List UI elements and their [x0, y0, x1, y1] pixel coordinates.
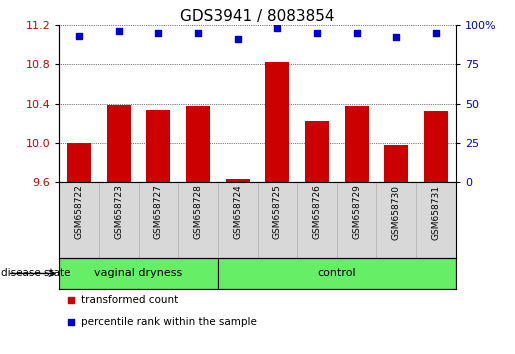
Text: disease state: disease state — [1, 268, 70, 279]
Bar — [226, 179, 250, 182]
Bar — [218, 258, 456, 289]
Text: control: control — [317, 268, 356, 279]
Text: GSM658729: GSM658729 — [352, 184, 361, 239]
Bar — [59, 258, 218, 289]
Bar — [146, 110, 170, 182]
Point — [234, 36, 242, 42]
Point — [432, 30, 440, 35]
Bar — [218, 182, 258, 258]
Bar — [384, 145, 408, 182]
Bar — [67, 143, 91, 182]
Point — [362, 40, 370, 45]
Text: GSM658723: GSM658723 — [114, 184, 123, 239]
Point — [114, 28, 123, 34]
Bar — [139, 182, 178, 258]
Title: GDS3941 / 8083854: GDS3941 / 8083854 — [180, 8, 335, 24]
Bar — [337, 182, 376, 258]
Point — [362, 239, 370, 245]
Point — [352, 30, 360, 35]
Text: GSM658731: GSM658731 — [432, 184, 440, 240]
Text: transformed count: transformed count — [81, 295, 178, 305]
Bar — [258, 182, 297, 258]
Bar — [424, 112, 448, 182]
Text: GSM658725: GSM658725 — [273, 184, 282, 239]
Text: GSM658722: GSM658722 — [75, 184, 83, 239]
Bar — [305, 121, 329, 182]
Point — [154, 30, 163, 35]
Bar — [59, 182, 99, 258]
Bar — [186, 107, 210, 182]
Text: GSM658728: GSM658728 — [194, 184, 202, 239]
Bar — [297, 182, 337, 258]
Text: vaginal dryness: vaginal dryness — [94, 268, 183, 279]
Bar — [265, 62, 289, 182]
Text: GSM658730: GSM658730 — [392, 184, 401, 240]
Bar — [376, 182, 416, 258]
Text: GSM658726: GSM658726 — [313, 184, 321, 239]
Bar — [178, 182, 218, 258]
Point — [313, 30, 321, 35]
Text: GSM658724: GSM658724 — [233, 184, 242, 239]
Bar — [107, 104, 131, 182]
Bar — [345, 107, 369, 182]
Text: percentile rank within the sample: percentile rank within the sample — [81, 317, 257, 327]
Point — [273, 25, 281, 31]
Point — [75, 33, 83, 39]
Text: GSM658727: GSM658727 — [154, 184, 163, 239]
Point — [392, 35, 401, 40]
Bar — [416, 182, 456, 258]
Point — [194, 30, 202, 35]
Bar — [99, 182, 139, 258]
